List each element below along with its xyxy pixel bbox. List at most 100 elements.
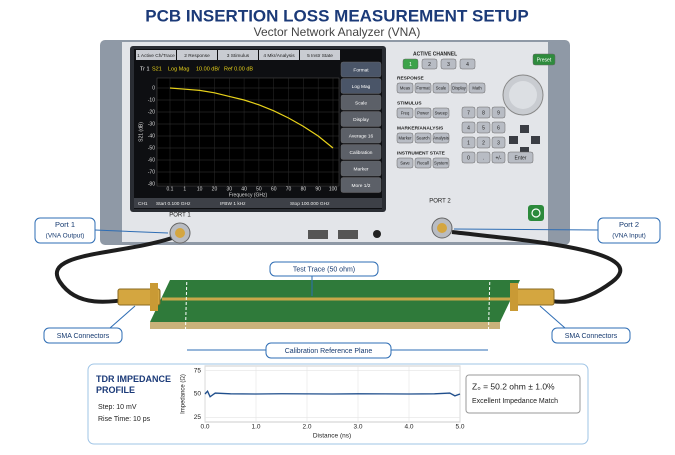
x-tick-label: 1.0 — [251, 424, 260, 431]
button[interactable] — [396, 132, 414, 144]
title: PCB INSERTION LOSS MEASUREMENT SETUP — [145, 6, 528, 25]
button[interactable] — [476, 136, 491, 149]
button-label: 4 — [466, 62, 469, 68]
button[interactable] — [402, 58, 419, 70]
group-label: RESPONSE — [397, 75, 424, 81]
button-label: Freq — [401, 111, 410, 116]
x-tick-label: 3.0 — [353, 424, 362, 431]
tab[interactable] — [177, 50, 217, 60]
button-label: 3 — [447, 62, 450, 68]
y-tick-label: -50 — [148, 145, 155, 151]
x-tick-label: 60 — [271, 186, 277, 192]
button-label: Average 16 — [349, 133, 374, 139]
button-label: 4 — [467, 125, 470, 131]
arrow-key[interactable] — [520, 125, 529, 133]
arrow-key[interactable] — [531, 136, 540, 144]
callouts — [34, 217, 661, 359]
power-button[interactable] — [528, 205, 544, 221]
group-label: ACTIVE CHANNEL — [413, 51, 457, 57]
x-tick-label: 4.0 — [404, 424, 413, 431]
status-bar — [134, 198, 382, 208]
y-tick-label: -40 — [148, 133, 155, 139]
button[interactable] — [396, 107, 414, 119]
result-box — [465, 374, 581, 414]
group-label: STIMULUS — [397, 100, 422, 106]
button-label: Preset — [537, 57, 552, 63]
tab[interactable] — [259, 50, 299, 60]
button[interactable] — [396, 82, 414, 94]
button-label: Analysis — [433, 136, 449, 141]
button-label: 2 — [428, 62, 431, 68]
y-axis-label: Impedance (Ω) — [181, 374, 187, 414]
x-tick-label: 50 — [256, 186, 262, 192]
callout-box — [265, 342, 392, 359]
button[interactable] — [461, 136, 476, 149]
button[interactable] — [468, 82, 486, 94]
plot-area — [156, 77, 340, 187]
button-label: More 1/2 — [352, 183, 371, 189]
button[interactable] — [432, 107, 450, 119]
button[interactable] — [396, 157, 414, 169]
button[interactable] — [491, 136, 506, 149]
y-tick-label: -20 — [148, 109, 155, 115]
button[interactable] — [532, 53, 556, 66]
button[interactable] — [340, 78, 382, 94]
callout-box — [34, 217, 96, 244]
button[interactable] — [491, 151, 506, 164]
trace-header: Tr 1 — [140, 66, 150, 72]
x-tick-label: 90 — [315, 186, 321, 192]
button[interactable] — [461, 151, 476, 164]
button[interactable] — [461, 121, 476, 134]
button[interactable] — [414, 132, 432, 144]
button[interactable] — [476, 151, 491, 164]
y-axis-label: S21 (dB) — [138, 122, 144, 142]
result-note: Excellent Impedance Match — [472, 398, 558, 405]
button[interactable] — [340, 144, 382, 160]
button[interactable] — [432, 157, 450, 169]
x-tick-label: 80 — [301, 186, 307, 192]
sma-flange — [150, 283, 158, 311]
button[interactable] — [459, 58, 476, 70]
button[interactable] — [340, 160, 382, 177]
button[interactable] — [461, 106, 476, 119]
tab[interactable] — [218, 50, 258, 60]
tab-label: 3 Stimulus — [227, 53, 250, 59]
arrow-key[interactable] — [520, 147, 529, 155]
button[interactable] — [440, 58, 457, 70]
leader — [109, 305, 136, 329]
button[interactable] — [340, 111, 382, 127]
button[interactable] — [414, 157, 432, 169]
tab[interactable] — [300, 50, 340, 60]
button[interactable] — [432, 82, 450, 94]
button-label: 3 — [497, 140, 500, 146]
button-label: Display — [452, 86, 467, 91]
tab[interactable] — [136, 50, 176, 60]
button-label: 1 — [409, 62, 412, 68]
y-tick-label: -10 — [148, 97, 155, 103]
x-tick-label: 70 — [286, 186, 292, 192]
button[interactable] — [421, 58, 438, 70]
button[interactable] — [476, 106, 491, 119]
button[interactable] — [414, 82, 432, 94]
tab-label: 5 Instr State — [307, 53, 333, 59]
audio-jack — [373, 230, 381, 238]
button-label: 1 — [467, 140, 470, 146]
button-label: . — [483, 155, 484, 161]
button[interactable] — [414, 107, 432, 119]
button[interactable] — [340, 94, 382, 111]
button-label: Enter — [515, 155, 527, 161]
button[interactable] — [491, 121, 506, 134]
button[interactable] — [450, 82, 468, 94]
arrow-key[interactable] — [509, 136, 518, 144]
button[interactable] — [432, 132, 450, 144]
x-tick-label: 40 — [241, 186, 247, 192]
button[interactable] — [340, 61, 382, 78]
x-tick-label: 30 — [226, 186, 232, 192]
button[interactable] — [340, 177, 382, 193]
port-label: PORT 1 — [169, 213, 191, 219]
button[interactable] — [507, 151, 534, 164]
button[interactable] — [476, 121, 491, 134]
button[interactable] — [340, 127, 382, 144]
usb-port — [308, 230, 328, 239]
button[interactable] — [491, 106, 506, 119]
